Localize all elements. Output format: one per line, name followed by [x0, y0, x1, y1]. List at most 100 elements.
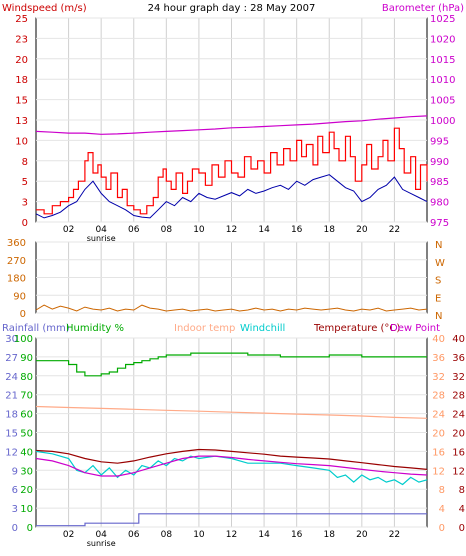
windspeed-tick-label: 8: [22, 157, 28, 168]
legend-item: Windchill: [240, 323, 285, 334]
barometer-tick-label: 990: [430, 157, 449, 168]
indoor-temp-tick-label: 20: [432, 429, 445, 440]
temperature-tick-label: 0: [459, 523, 465, 534]
legend-item: Humidity %: [66, 323, 124, 334]
legend-item: Rainfall (mm): [2, 323, 70, 334]
x-tick-label: 16: [291, 225, 303, 235]
humidity-tick-label: 0: [27, 523, 33, 534]
x-tick-label: 14: [258, 530, 270, 540]
chart-title: 24 hour graph day : 28 May 2007: [148, 3, 316, 14]
x-tick-label: 06: [128, 530, 140, 540]
rain-tick-label: 21: [5, 391, 18, 402]
x-tick-label: 22: [389, 530, 400, 540]
x-tick-label: 08: [161, 530, 173, 540]
humidity-tick-label: 80: [20, 372, 33, 383]
barometer-tick-label: 1000: [430, 116, 455, 127]
x-tick-label: 10: [193, 225, 205, 235]
x-tick-label: 04: [95, 225, 107, 235]
barometer-tick-label: 1010: [430, 75, 455, 86]
legend-item: Indoor temp: [174, 323, 235, 334]
rain-tick-label: 12: [5, 447, 18, 458]
compass-label: N: [435, 240, 442, 251]
wind-direction-line: [35, 304, 428, 312]
humidity-tick-label: 20: [20, 485, 33, 496]
indoor-temp-tick-label: 24: [432, 410, 445, 421]
indoor-temp-tick-label: 28: [432, 391, 445, 402]
compass-label: W: [435, 258, 445, 269]
humidity-tick-label: 10: [20, 504, 33, 515]
x-tick-label: 22: [389, 225, 400, 235]
compass-label: N: [435, 311, 442, 322]
rain-tick-label: 3: [12, 504, 18, 515]
temperature-tick-label: 32: [452, 372, 465, 383]
humidity-tick-label: 70: [20, 391, 33, 402]
indoor-temp-line: [35, 405, 428, 419]
windspeed-tick-label: 23: [15, 34, 28, 45]
windspeed-avg-line: [35, 174, 428, 219]
indoor-temp-tick-label: 16: [432, 447, 445, 458]
x-tick-label: 04: [95, 530, 107, 540]
humidity-tick-label: 30: [20, 466, 33, 477]
rain-tick-label: 6: [12, 485, 18, 496]
direction-tick-label: 180: [7, 274, 26, 285]
direction-tick-label: 90: [13, 291, 26, 302]
legend-item: Temperature (°C): [313, 323, 400, 334]
direction-tick-label: 360: [7, 238, 26, 249]
temperature-tick-label: 40: [452, 334, 465, 345]
barometer-tick-label: 985: [430, 177, 449, 188]
windspeed-gust-line: [36, 127, 428, 215]
direction-tick-label: 0: [20, 309, 26, 320]
x-tick-label: 16: [291, 530, 303, 540]
x-tick-label: 10: [193, 530, 205, 540]
x-tick-label: 18: [324, 225, 336, 235]
temperature-tick-label: 24: [452, 410, 465, 421]
humidity-line: [36, 352, 427, 377]
windspeed-tick-label: 5: [22, 177, 28, 188]
indoor-temp-tick-label: 40: [432, 334, 445, 345]
sunrise-label: sunrise: [87, 539, 116, 548]
windspeed-tick-label: 18: [15, 75, 28, 86]
humidity-tick-label: 100: [14, 334, 33, 345]
x-tick-label: 02: [63, 225, 74, 235]
barometer-axis-title: Barometer (hPa): [382, 3, 464, 14]
barometer-line: [35, 115, 428, 135]
rain-tick-label: 27: [5, 353, 18, 364]
dew-point-line: [35, 455, 428, 477]
x-tick-label: 20: [356, 225, 368, 235]
rain-tick-label: 9: [12, 466, 18, 477]
direction-tick-label: 270: [7, 256, 26, 267]
legend-item: Dew Point: [390, 323, 440, 334]
humidity-tick-label: 50: [20, 429, 33, 440]
sunrise-label: sunrise: [87, 234, 116, 243]
indoor-temp-tick-label: 36: [432, 353, 445, 364]
x-tick-label: 12: [226, 225, 237, 235]
windspeed-tick-label: 13: [15, 116, 28, 127]
barometer-tick-label: 995: [430, 136, 449, 147]
x-tick-label: 20: [356, 530, 368, 540]
temperature-tick-label: 12: [452, 466, 465, 477]
temperature-c-line: [35, 448, 428, 470]
windspeed-axis-title: Windspeed (m/s): [2, 3, 87, 14]
humidity-tick-label: 40: [20, 447, 33, 458]
windspeed-tick-label: 15: [15, 96, 28, 107]
humidity-tick-label: 90: [20, 353, 33, 364]
indoor-temp-tick-label: 32: [432, 372, 445, 383]
x-tick-label: 12: [226, 530, 237, 540]
barometer-tick-label: 975: [430, 218, 449, 229]
rain-tick-label: 18: [5, 410, 18, 421]
indoor-temp-tick-label: 12: [432, 466, 445, 477]
windspeed-tick-label: 20: [15, 55, 28, 66]
rain-tick-label: 0: [12, 523, 18, 534]
windspeed-tick-label: 10: [15, 136, 28, 147]
barometer-tick-label: 1015: [430, 55, 455, 66]
rain-tick-label: 15: [5, 429, 18, 440]
windspeed-tick-label: 25: [15, 14, 28, 25]
humidity-tick-label: 60: [20, 410, 33, 421]
barometer-tick-label: 1005: [430, 96, 455, 107]
temperature-tick-label: 4: [459, 504, 465, 515]
windspeed-tick-label: 3: [22, 198, 28, 209]
indoor-temp-tick-label: 0: [439, 523, 445, 534]
rain-tick-label: 24: [5, 372, 18, 383]
rain-tick-label: 30: [5, 334, 18, 345]
